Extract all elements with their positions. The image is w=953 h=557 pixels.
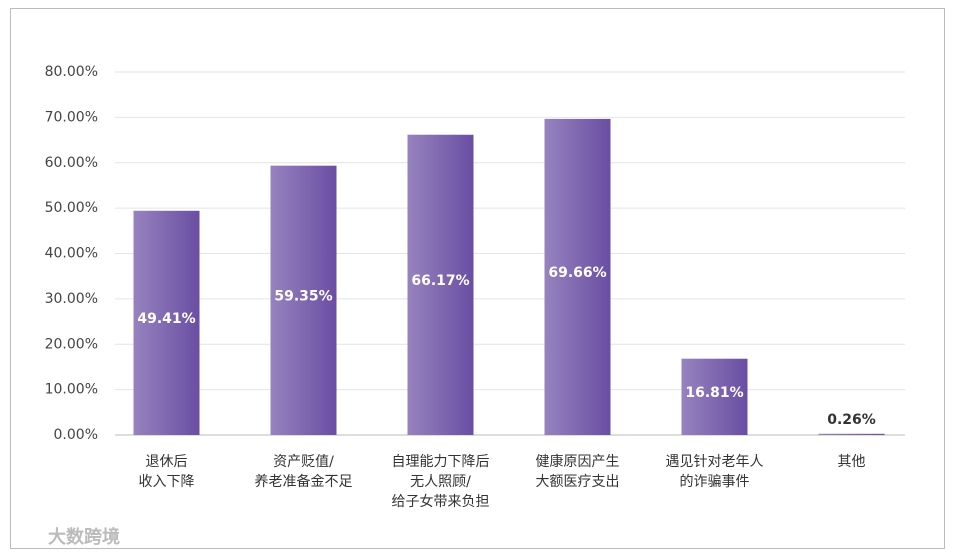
x-tick-label: 大额医疗支出 (536, 474, 620, 490)
value-label: 0.26% (827, 412, 876, 428)
y-tick-label: 30.00% (45, 291, 98, 307)
x-tick-label: 无人照顾/ (410, 474, 471, 490)
x-tick-label: 自理能力下降后 (392, 454, 490, 470)
y-tick-label: 0.00% (54, 427, 98, 443)
bar-shine (407, 134, 474, 435)
bar-shine (133, 210, 200, 435)
value-label: 59.35% (274, 288, 332, 304)
bar-shine (270, 165, 337, 435)
x-tick-label: 遇见针对老年人 (666, 454, 764, 470)
bar-shine (681, 358, 748, 435)
frame (10, 8, 945, 549)
y-tick-label: 70.00% (45, 109, 98, 125)
x-tick-label: 收入下降 (139, 474, 195, 490)
bar-shine (818, 433, 885, 435)
x-tick-label: 给子女带来负担 (392, 493, 490, 510)
value-label: 49.41% (137, 311, 195, 327)
y-tick-label: 50.00% (45, 200, 98, 216)
y-tick-label: 80.00% (45, 64, 98, 80)
value-label: 69.66% (548, 265, 606, 281)
bar-shine (544, 118, 611, 435)
x-tick-label: 的诈骗事件 (680, 474, 750, 490)
value-label: 16.81% (685, 385, 743, 401)
y-tick-label: 60.00% (45, 155, 98, 171)
x-tick-label: 养老准备金不足 (255, 473, 353, 490)
x-tick-label: 资产贬值/ (273, 454, 334, 470)
x-tick-label: 其他 (838, 454, 866, 470)
value-label: 66.17% (411, 273, 469, 289)
x-tick-label: 健康原因产生 (536, 453, 620, 470)
y-tick-label: 10.00% (45, 382, 98, 398)
y-tick-label: 20.00% (45, 336, 98, 352)
y-tick-label: 40.00% (45, 246, 98, 262)
x-tick-label: 退休后 (146, 454, 188, 470)
watermark: 大数跨境 (48, 526, 120, 548)
